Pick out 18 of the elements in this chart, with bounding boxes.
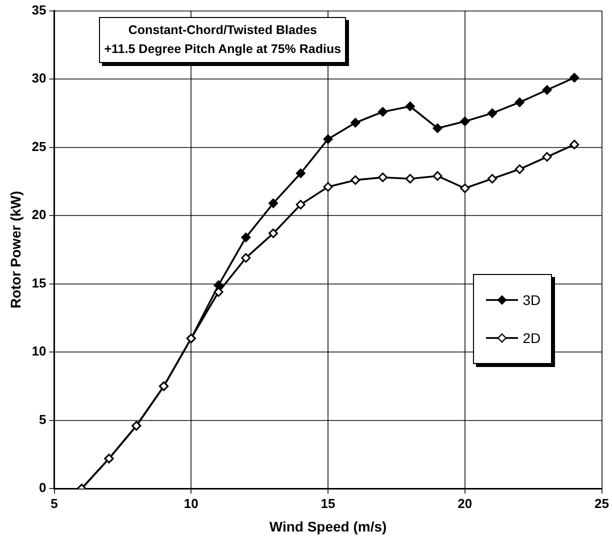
- y-axis-title: Rotor Power (kW): [7, 190, 24, 308]
- y-tick-label: 30: [32, 70, 46, 86]
- x-axis-title: Wind Speed (m/s): [269, 518, 387, 534]
- y-tick-label: 15: [32, 275, 46, 290]
- x-tick-label: 20: [458, 496, 472, 511]
- y-tick-label: 25: [32, 138, 46, 154]
- y-tick-label: 5: [39, 412, 46, 427]
- x-tick-label: 10: [184, 496, 198, 511]
- legend-label: 2D: [522, 330, 541, 346]
- text: Constant-Chord/Twisted Blades +11.5 Degree Pitch Angle at 75% Radius: [99, 16, 346, 63]
- legend-label: 3D: [522, 292, 541, 308]
- y-tick-label: 20: [32, 207, 46, 222]
- y-tick-label: 10: [32, 344, 46, 359]
- x-tick-label: 25: [594, 496, 610, 511]
- y-tick-label: 0: [39, 480, 46, 496]
- x-tick-label: 5: [50, 496, 58, 511]
- x-tick-label: 15: [320, 496, 336, 511]
- y-tick-label: 35: [32, 2, 46, 18]
